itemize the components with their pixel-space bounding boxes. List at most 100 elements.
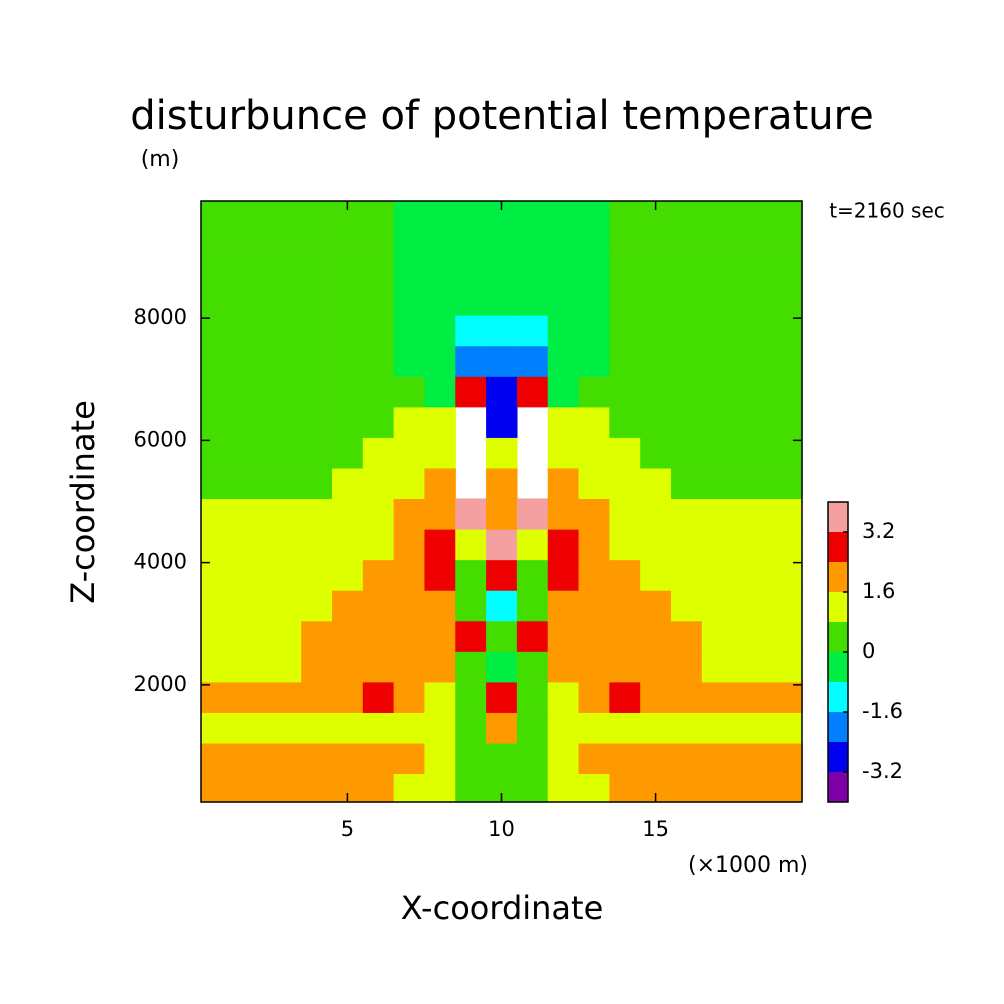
contour-cell xyxy=(547,223,580,255)
contour-cell xyxy=(578,223,610,255)
contour-cell xyxy=(547,559,580,591)
contour-cell xyxy=(578,559,610,591)
contour-cell xyxy=(763,467,803,500)
contour-cell xyxy=(763,345,803,377)
contour-cell xyxy=(270,284,302,316)
contour-cell xyxy=(362,437,395,469)
contour-cell xyxy=(362,253,395,286)
contour-cell xyxy=(455,407,486,438)
contour-cell xyxy=(578,712,610,744)
contour-cell xyxy=(701,651,734,683)
contour-cell xyxy=(763,201,803,225)
contour-field xyxy=(201,201,803,803)
contour-cell xyxy=(424,681,456,713)
contour-cell xyxy=(547,253,580,286)
contour-cell xyxy=(516,253,549,286)
contour-cell xyxy=(516,651,549,683)
contour-cell xyxy=(640,201,672,225)
contour-cell xyxy=(201,437,241,469)
contour-cell xyxy=(732,406,765,438)
contour-cell xyxy=(732,559,765,591)
contour-cell xyxy=(362,773,395,803)
contour-cell xyxy=(701,201,734,225)
contour-cell xyxy=(270,376,302,408)
contour-cell xyxy=(362,712,395,744)
contour-cell xyxy=(671,529,703,561)
contour-cell xyxy=(516,590,549,622)
contour-cell xyxy=(393,712,426,744)
contour-cell xyxy=(578,467,610,500)
contour-cell xyxy=(201,590,241,622)
contour-cell xyxy=(331,529,364,561)
contour-cell xyxy=(486,376,518,408)
contour-cell xyxy=(763,437,803,469)
contour-cell xyxy=(455,742,487,775)
contour-cell xyxy=(424,742,456,775)
contour-cell xyxy=(763,681,803,713)
contour-cell xyxy=(270,529,302,561)
contour-cell xyxy=(516,376,549,408)
contour-cell xyxy=(239,651,271,683)
contour-cell xyxy=(640,253,672,286)
colorbar-bin xyxy=(828,532,848,562)
contour-cell xyxy=(701,498,734,530)
contour-cell xyxy=(393,590,426,622)
contour-cell xyxy=(331,201,364,225)
contour-cell xyxy=(609,201,641,225)
contour-cell xyxy=(301,467,333,500)
contour-cell xyxy=(609,651,641,683)
contour-cell xyxy=(763,559,803,591)
x-tick-label: 5 xyxy=(341,817,354,841)
contour-cell xyxy=(331,315,364,347)
contour-cell xyxy=(732,712,765,744)
contour-cell xyxy=(455,620,487,652)
contour-cell xyxy=(201,376,241,408)
contour-cell xyxy=(393,681,426,713)
annotation: t=2160 sec xyxy=(829,199,945,223)
contour-cell xyxy=(362,376,395,408)
contour-cell xyxy=(201,201,241,225)
contour-cell xyxy=(671,315,703,347)
contour-cell xyxy=(270,773,302,803)
contour-cell xyxy=(393,315,426,347)
contour-cell xyxy=(640,651,672,683)
contour-cell xyxy=(671,742,703,775)
contour-cell xyxy=(486,681,518,713)
contour-cell xyxy=(763,498,803,530)
colorbar-bin xyxy=(828,652,848,682)
contour-cell xyxy=(393,467,426,500)
contour-cell xyxy=(393,376,426,408)
contour-cell xyxy=(301,620,333,652)
contour-cell xyxy=(301,590,333,622)
contour-cell xyxy=(547,315,580,347)
contour-cell xyxy=(547,406,580,438)
contour-cell xyxy=(331,406,364,438)
contour-cell xyxy=(424,498,456,530)
contour-cell xyxy=(671,437,703,469)
contour-cell xyxy=(486,712,518,744)
contour-cell xyxy=(578,284,610,316)
contour-cell xyxy=(763,253,803,286)
contour-cell xyxy=(301,223,333,255)
contour-cell xyxy=(270,681,302,713)
contour-cell xyxy=(609,253,641,286)
contour-cell xyxy=(301,376,333,408)
contour-cell xyxy=(763,773,803,803)
contour-cell xyxy=(201,712,241,744)
contour-cell xyxy=(239,437,271,469)
contour-cell xyxy=(701,253,734,286)
contour-cell xyxy=(455,590,487,622)
contour-cell xyxy=(732,651,765,683)
contour-cell xyxy=(578,376,610,408)
contour-cell xyxy=(362,498,395,530)
contour-cell xyxy=(732,315,765,347)
contour-cell xyxy=(239,406,271,438)
contour-cell xyxy=(424,437,456,469)
contour-cell xyxy=(455,773,487,803)
y-unit: (m) xyxy=(141,147,180,172)
contour-cell xyxy=(732,223,765,255)
contour-cell xyxy=(455,223,487,255)
contour-cell xyxy=(732,284,765,316)
contour-cell xyxy=(362,315,395,347)
contour-cell xyxy=(362,559,395,591)
